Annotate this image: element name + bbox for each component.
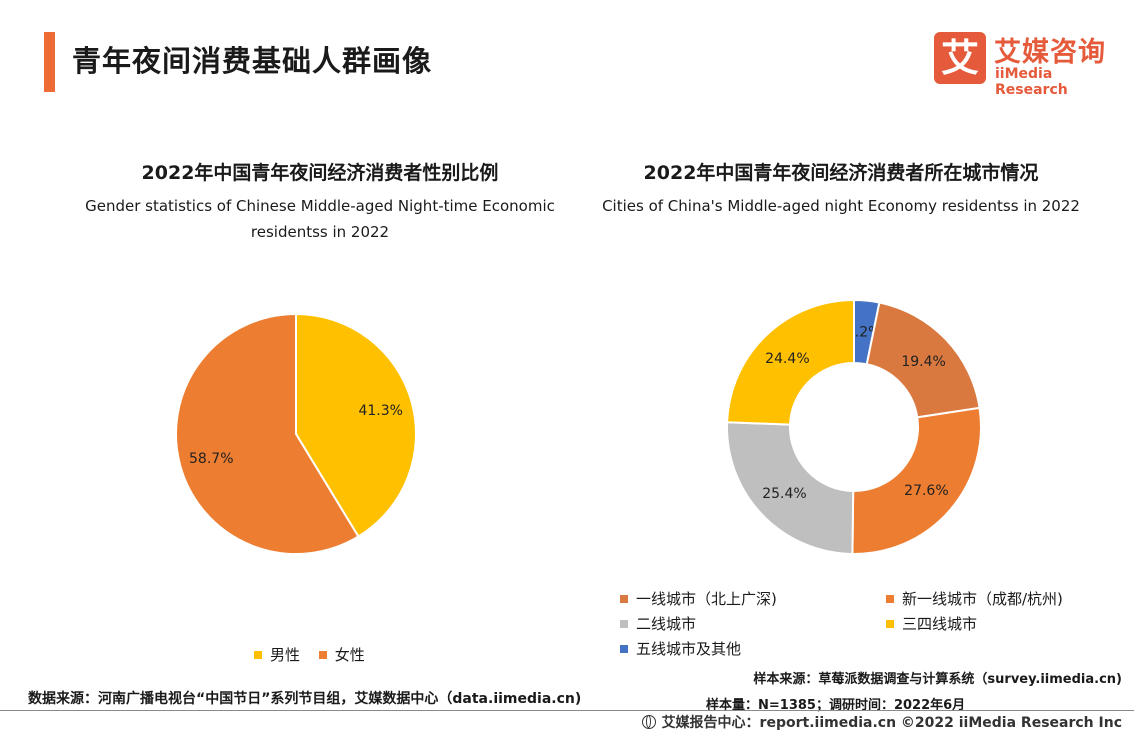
gender-pie-slice-0 (295, 312, 417, 538)
city-chart-subtitle: Cities of China's Middle-aged night Econ… (602, 197, 1080, 215)
legend-swatch-tier1 (620, 594, 628, 603)
city-donut-slice-1 (865, 301, 981, 419)
sample-size: 样本量：N=1385；调研时间：2022年6月 (706, 698, 966, 713)
gender-chart-title: 2022年中国青年夜间经济消费者性别比例 (141, 162, 499, 184)
legend-swatch-male (254, 650, 262, 659)
legend-swatch-tier2 (620, 619, 628, 628)
legend-swatch-female (318, 650, 327, 659)
legend-item-tier1: 一线城市（北上广深) (620, 588, 777, 609)
footer-divider (0, 710, 1134, 711)
legend-swatch-new-tier1 (886, 594, 894, 603)
legend-label-female: 女性 (334, 646, 365, 664)
city-donut-slice-2 (851, 406, 982, 555)
sample-source: 样本来源：草莓派数据调查与计算系统（survey.iimedia.cn) (753, 672, 1122, 687)
city-donut-label-3: 25.4% (762, 486, 806, 502)
gender-chart-subtitle-line1: Gender statistics of Chinese Middle-aged… (85, 197, 555, 215)
legend-item-female: 女性 (318, 644, 365, 665)
legend-label-tier3-4: 三四线城市 (902, 615, 978, 633)
gender-legend: 男性 女性 (254, 644, 379, 665)
legend-label-tier5-other: 五线城市及其他 (636, 640, 742, 658)
city-donut-slice-4 (726, 298, 855, 426)
legend-item-tier5-other: 五线城市及其他 (620, 638, 741, 659)
legend-item-male: 男性 (254, 644, 300, 665)
legend-label-new-tier1: 新一线城市（成都/杭州) (902, 590, 1063, 608)
legend-swatch-tier3-4 (886, 619, 894, 628)
logo-name-en: iiMedia Research (995, 66, 1068, 98)
legend-item-new-tier1: 新一线城市（成都/杭州) (886, 588, 1063, 609)
legend-label-tier1: 一线城市（北上广深) (636, 590, 777, 608)
logo-name-cn: 艾媒咨询 (994, 37, 1106, 68)
city-donut-label-1: 19.4% (901, 354, 945, 370)
city-donut-label-2: 27.6% (904, 483, 948, 499)
city-chart-title: 2022年中国青年夜间经济消费者所在城市情况 (643, 162, 1039, 184)
footer: 艾媒报告中心：report.iimedia.cn ©2022 iiMedia R… (641, 712, 1122, 732)
city-donut-label-4: 24.4% (765, 351, 809, 367)
logo-mark: 艾 (934, 32, 986, 84)
gender-chart-subtitle-line2: residentss in 2022 (250, 223, 390, 241)
legend-item-tier2: 二线城市 (620, 613, 696, 634)
city-donut-slice-3 (726, 421, 855, 556)
legend-swatch-tier5-other (620, 644, 628, 653)
data-source: 数据来源：河南广播电视台“中国节日”系列节目组，艾媒数据中心（data.iime… (28, 691, 582, 707)
legend-label-tier2: 二线城市 (636, 615, 697, 633)
iimedia-logo: 艾 艾媒咨询 iiMedia Research (934, 30, 1124, 98)
gender-pie-slice-1 (175, 312, 360, 555)
gender-pie-label-1: 58.7% (189, 451, 233, 467)
gender-pie-label-0: 41.3% (358, 403, 402, 419)
gender-chart-subtitle: Gender statistics of Chinese Middle-aged… (70, 193, 570, 245)
legend-item-tier3-4: 三四线城市 (886, 613, 977, 634)
globe-icon (641, 715, 656, 729)
page-title: 青年夜间消费基础人群画像 (72, 44, 433, 78)
title-accent-bar (44, 32, 55, 92)
footer-text: 艾媒报告中心：report.iimedia.cn ©2022 iiMedia R… (661, 715, 1122, 731)
legend-label-male: 男性 (270, 646, 301, 664)
city-chart-heading: 2022年中国青年夜间经济消费者所在城市情况 Cities of China's… (586, 158, 1096, 219)
gender-chart-heading: 2022年中国青年夜间经济消费者性别比例 Gender statistics o… (70, 158, 570, 245)
